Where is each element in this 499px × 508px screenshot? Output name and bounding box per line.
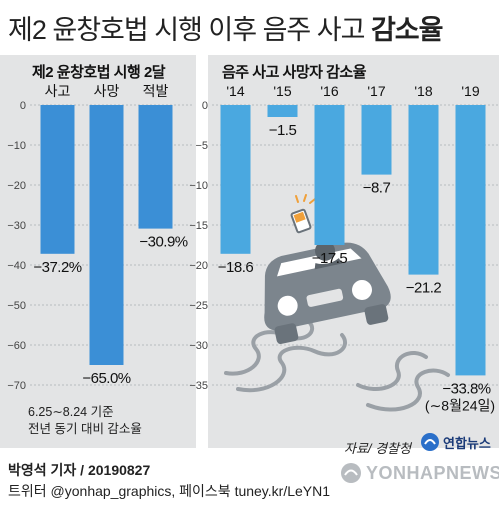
right-ytick-label: −15 [189,220,208,232]
byline: 박영석 기자 / 20190827 [8,462,151,478]
right-category-label: '15 [273,83,291,99]
right-bar [408,105,439,275]
left-value-label: −30.9% [139,234,187,251]
right-ytick-label: −5 [195,140,208,152]
right-category-label: '18 [414,83,432,99]
page-title: 제2 윤창호법 시행 이후 음주 사고 감소율 [8,8,444,47]
source-label: 자료/ 경찰청 [344,441,412,456]
right-value-label: −21.2 [406,280,442,297]
right-ytick-label: −25 [189,300,208,312]
left-note-line: 6.25∼8.24 기준 [28,405,114,419]
right-bar [455,105,486,376]
watermark: YONHAPNEWS [340,462,499,484]
left-category-label: 사고 [45,83,71,99]
right-ytick-label: −30 [189,340,208,352]
left-ytick-label: 0 [20,100,26,112]
right-category-label: '14 [226,83,244,99]
left-ytick-label: −50 [7,300,26,312]
right-chart-panel: 음주 사고 사망자 감소율 0 −5 −10 −15 −20 −25 −30 −35 '14 −1… [189,55,499,448]
left-chart: 0 −10 −20 −30 −40 −50 −60 −70 사고 −37.2% 사망 −65.0% 적발… [7,83,192,436]
right-bar [314,105,345,245]
watermark-text: YONHAPNEWS [366,462,499,483]
right-bar [267,105,298,117]
yonhap-logo-icon [421,433,439,451]
logo-text: 연합뉴스 [443,435,491,451]
left-ytick-label: −70 [7,380,26,392]
left-value-label: −37.2% [33,259,81,276]
right-chart: 0 −5 −10 −15 −20 −25 −30 −35 '14 −18.6 '15 −1.5 '16 −… [189,83,498,413]
watermark-logo-icon [341,463,361,483]
right-ytick-label: −35 [189,380,208,392]
right-value-label: −8.7 [363,180,391,197]
right-ytick-label: −10 [189,180,208,192]
right-ytick-label: 0 [202,100,208,112]
left-ytick-label: −40 [7,260,26,272]
logo: 연합뉴스 [420,432,491,452]
left-bar [89,105,124,365]
left-category-label: 적발 [143,83,169,99]
right-bar [220,105,251,254]
right-value-label: −18.6 [218,259,254,276]
left-chart-title: 제2 윤창호법 시행 2달 [32,64,166,81]
right-category-label: '17 [367,83,385,99]
right-category-label: '19 [461,83,479,99]
title-bold: 감소율 [370,15,444,45]
left-bar [40,105,75,254]
social-links: 트위터 @yonhap_graphics, 페이스북 tuney.kr/LeYN… [8,483,331,499]
right-bar [361,105,392,175]
right-annotation: (∼8월24일) [425,397,495,413]
drunk-car-illustration [224,194,450,412]
right-value-label: −17.5 [312,250,348,267]
left-ytick-label: −20 [7,180,26,192]
left-ytick-label: −30 [7,220,26,232]
left-note-line: 전년 동기 대비 감소율 [28,422,142,436]
right-value-label: −1.5 [269,122,297,139]
right-category-label: '16 [320,83,338,99]
left-bar [138,105,173,229]
left-ytick-label: −60 [7,340,26,352]
left-category-label: 사망 [94,83,120,99]
right-ytick-label: −20 [189,260,208,272]
title-regular: 제2 윤창호법 시행 이후 음주 사고 [8,15,371,45]
left-ytick-label: −10 [7,140,26,152]
right-chart-title: 음주 사고 사망자 감소율 [222,64,367,81]
left-value-label: −65.0% [82,370,130,387]
left-chart-panel: 제2 윤창호법 시행 2달 0 −10 −20 −30 −40 −50 −60 −70 사고 −3… [0,55,196,448]
right-value-label: −33.8% [442,380,490,397]
